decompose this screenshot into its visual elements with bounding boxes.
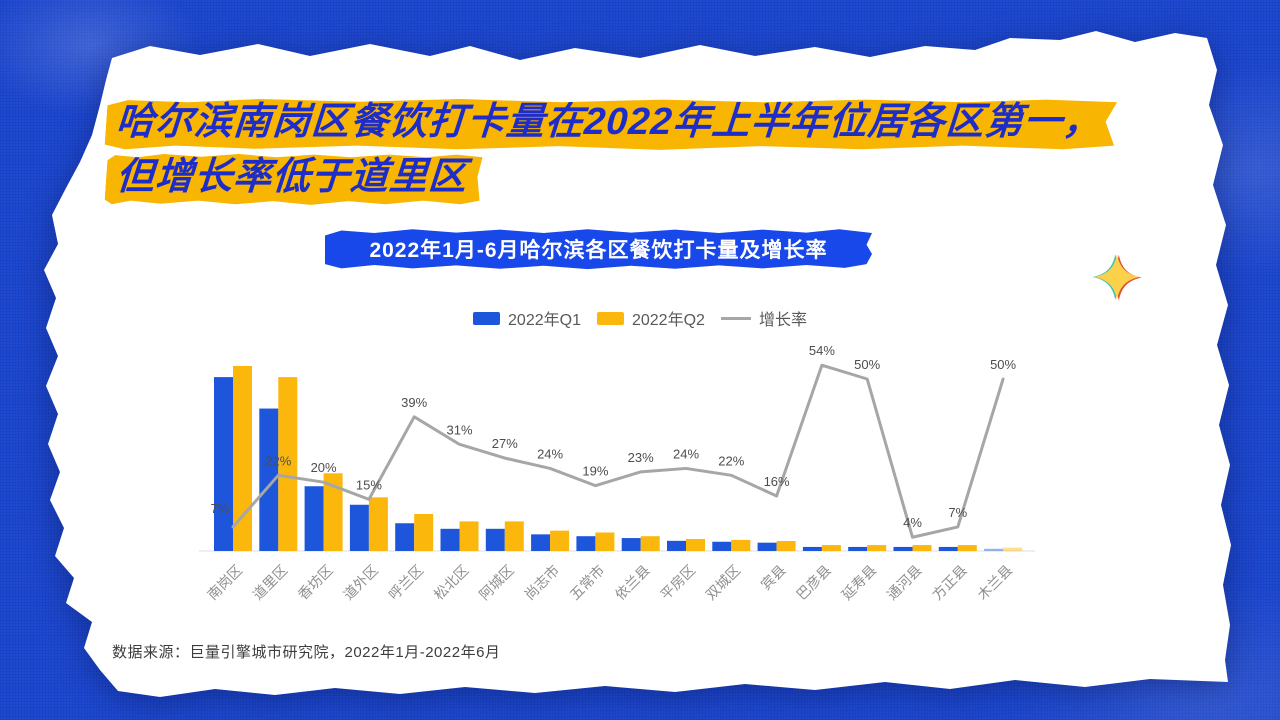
x-axis-label-7: 尚志市 [521,562,562,603]
growth-value-label-17: 50% [990,357,1016,372]
bar-q1-16 [938,546,958,551]
legend-line-swatch-2 [720,316,751,320]
growth-value-label-11: 22% [718,453,744,468]
slide-title: 哈尔滨南岗区餐饮打卡量在2022年上半年位居各区第一， 但增长率低于道里区 [106,98,1116,206]
x-axis-label-11: 双城区 [702,562,743,603]
bar-q2-8 [595,532,615,551]
legend-bar-swatch-1 [596,311,624,325]
growth-value-label-14: 50% [854,357,880,372]
bar-q1-5 [440,528,460,551]
bar-q2-4 [414,514,434,551]
bar-q1-0 [214,377,233,551]
slide-title-line2: 但增长率低于道里区 [104,153,483,206]
bar-q2-9 [640,536,660,551]
data-source-note: 数据来源：巨量引擎城市研究院，2022年1月-2022年6月 [112,644,501,661]
slide-title-line1: 哈尔滨南岗区餐饮打卡量在2022年上半年位居各区第一， [104,98,1117,151]
bar-q2-5 [459,521,479,551]
bar-q2-0 [233,366,252,551]
growth-rate-line [231,363,1005,539]
bar-q1-14 [848,546,868,551]
growth-value-label-1: 22% [265,453,291,468]
bar-q2-16 [957,545,977,551]
bar-q2-14 [867,545,887,551]
growth-value-label-13: 54% [809,343,835,358]
x-axis-label-16: 方正县 [929,562,970,603]
bar-q1-6 [485,528,505,551]
x-axis-label-2: 香坊区 [295,562,336,603]
bar-q1-7 [531,534,551,551]
growth-value-label-9: 23% [628,450,654,465]
bar-q2-3 [368,497,388,551]
bar-q1-13 [802,546,822,551]
growth-value-label-0: 7% [211,501,230,516]
legend-item-1: 2022年Q2 [596,306,705,330]
legend-item-0: 2022年Q1 [473,306,581,330]
bar-q2-6 [504,521,524,551]
bar-q1-1 [259,408,279,551]
x-axis-label-10: 平房区 [657,562,698,603]
bar-q1-12 [757,542,777,551]
growth-value-label-8: 19% [582,464,608,479]
x-axis-label-3: 道外区 [340,562,381,603]
x-axis-label-5: 松北区 [431,562,472,603]
bar-q1-9 [621,538,641,551]
growth-value-label-12: 16% [764,474,790,489]
x-axis-label-17: 木兰县 [974,562,1015,603]
growth-value-label-4: 39% [401,395,427,410]
bar-q1-3 [349,504,369,551]
x-axis-label-12: 宾县 [758,562,789,593]
bar-q1-8 [576,536,596,551]
bar-q2-13 [821,545,841,551]
bar-q1-15 [893,546,913,551]
x-axis-label-6: 阿城区 [476,562,517,603]
x-axis-label-13: 巴彦县 [793,562,834,603]
growth-value-label-6: 27% [492,436,518,451]
bar-q1-11 [712,541,732,551]
bar-q1-17 [984,548,1004,551]
legend-bar-swatch-0 [473,311,501,325]
bar-q1-10 [667,540,686,551]
x-axis-label-1: 道里区 [249,562,290,603]
growth-value-label-3: 15% [356,477,382,492]
x-axis-label-4: 呼兰区 [385,562,426,603]
legend-label-1: 2022年Q2 [631,312,705,329]
chart-title: 2022年1月-6月哈尔滨各区餐饮打卡量及增长率 [369,239,828,262]
legend-item-2: 增长率 [720,306,807,330]
bar-q2-2 [323,473,343,551]
sparkle-icon [1092,254,1142,301]
x-axis-label-15: 通河县 [884,562,925,603]
legend-label-2: 增长率 [758,312,807,329]
bar-q2-11 [731,539,751,551]
x-axis-label-14: 延寿县 [838,562,879,603]
bar-q2-15 [912,545,932,551]
x-axis-label-8: 五常市 [567,562,608,603]
growth-value-label-16: 7% [948,505,967,520]
x-axis-label-0: 南岗区 [204,562,245,603]
bar-q1-4 [395,523,415,551]
growth-value-label-10: 24% [673,446,699,461]
combo-chart: 南岗区 道里区 香坊区 道外区 呼兰区 松北区 阿城区 尚志市 五常市 依兰县 平房区 双城区 宾县 巴彦… [199,343,1035,603]
bar-q2-17 [1003,547,1023,551]
bar-q1-2 [304,486,324,551]
growth-value-label-2: 20% [311,460,337,475]
growth-value-label-7: 24% [537,446,563,461]
chart-legend: 2022年Q1 2022年Q2 增长率 [0,306,1280,330]
bar-q2-7 [550,530,570,551]
bar-q2-1 [278,377,298,551]
legend-label-0: 2022年Q1 [508,312,581,329]
x-axis-label-9: 依兰县 [612,562,653,603]
bar-q2-12 [776,541,796,551]
bar-q2-10 [686,538,705,551]
growth-value-label-15: 4% [903,515,922,530]
chart-title-banner: 2022年1月-6月哈尔滨各区餐饮打卡量及增长率 [325,229,872,270]
growth-value-label-5: 31% [446,422,472,437]
